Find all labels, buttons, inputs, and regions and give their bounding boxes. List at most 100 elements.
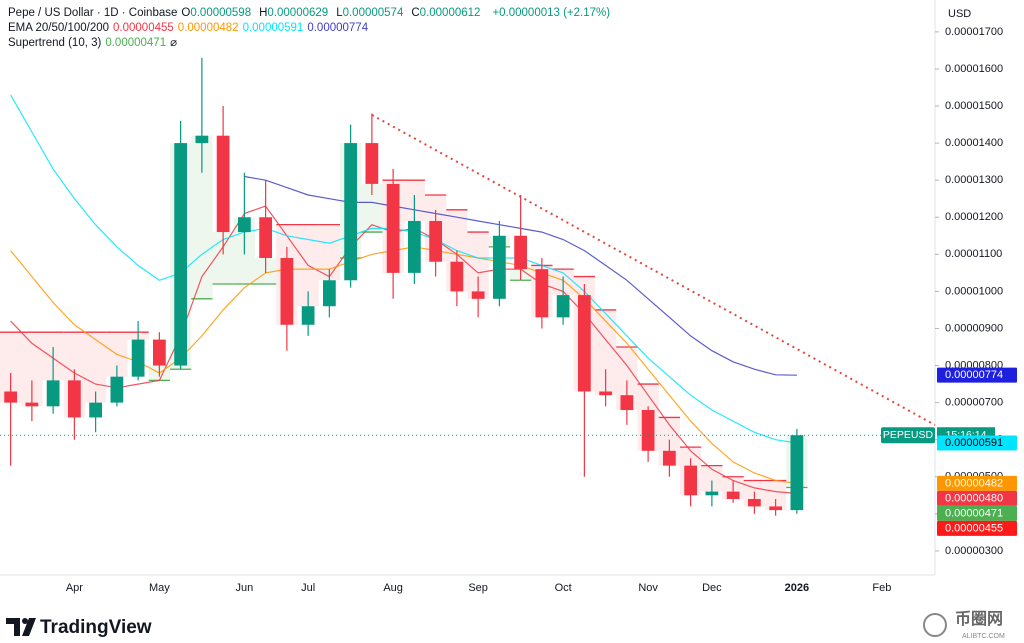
ema-value: 0.00000482 [177, 22, 239, 34]
supertrend-fill [361, 183, 383, 233]
y-tick-label: 0.00001300 [945, 174, 1003, 186]
supertrend-fill [318, 224, 340, 281]
x-tick-label: 2026 [785, 582, 809, 594]
supertrend-fill [191, 135, 213, 299]
ema-value: 0.00000455 [113, 22, 174, 34]
candle-body [493, 235, 506, 299]
y-tick-label: 0.00001600 [945, 63, 1003, 75]
plot [0, 57, 935, 516]
candle-body [89, 402, 102, 418]
ohlc-item: O0.00000598 [181, 7, 255, 19]
axis-unit: USD [948, 8, 971, 20]
x-tick-label: May [149, 582, 170, 594]
candle-body [344, 143, 357, 281]
price-tag-bg [937, 435, 1017, 451]
x-tick-label: Sep [468, 582, 488, 594]
y-tick-label: 0.00001100 [945, 248, 1002, 260]
supertrend-fill [212, 232, 234, 284]
candle-body [153, 339, 166, 366]
ohlc-key: H [259, 7, 268, 19]
candle-body [195, 135, 209, 144]
candle-body [450, 261, 464, 292]
price-tag: 0.00000455 [945, 522, 1003, 534]
ohlc-key: L [336, 7, 343, 19]
x-tick-label: Nov [638, 582, 658, 594]
candle-body [705, 491, 719, 496]
ema-line [10, 94, 797, 444]
price-line-symbol-bg [881, 427, 935, 444]
supertrend-icon: ⌀ [170, 37, 178, 49]
price-tag: 0.00000591 [945, 437, 1003, 449]
x-tick-label: Apr [66, 582, 83, 594]
price-tag-bg [937, 490, 1017, 506]
supertrend-fill [467, 232, 489, 299]
candle-body [386, 183, 400, 273]
candle-body [323, 280, 336, 307]
candle-body [68, 380, 81, 418]
price-tag: 0.00000482 [945, 477, 1003, 489]
ohlc-value: 0.00000612 [419, 7, 481, 19]
legend-row: EMA 20/50/100/200 0.00000455 0.00000482 0.0… [8, 21, 614, 36]
ohlc: O0.00000598 H0.00000629 L0.00000574 C0.0000… [181, 7, 488, 19]
y-tick-label: 0.00000700 [945, 397, 1003, 409]
candle-body [25, 402, 39, 407]
candle-body [365, 143, 379, 184]
candle-body [429, 220, 442, 262]
y-tick-label: 0.00001200 [945, 211, 1003, 223]
ema-label: EMA 20/50/100/200 [8, 22, 110, 34]
candle-body [769, 506, 782, 511]
legend: Pepe / US Dollar · 1D · Coinbase O0.00000… [8, 6, 614, 51]
supertrend-label: Supertrend (10, 3) [8, 37, 102, 49]
logo-text: TradingView [40, 617, 152, 638]
candle-body [556, 295, 570, 318]
y-tick-label: 0.00001400 [945, 137, 1003, 149]
price-tag-bg [937, 520, 1017, 536]
candle-body [471, 291, 485, 299]
candle-body [599, 391, 612, 396]
candle-body [110, 376, 124, 403]
x-tick-label: Feb [872, 582, 891, 594]
candle-body [259, 217, 272, 259]
candle-body [131, 339, 145, 377]
ema-value: 0.00000774 [307, 22, 369, 34]
candle-body [663, 450, 676, 466]
supertrend-fill [616, 347, 638, 411]
price-tag-bg [937, 505, 1017, 521]
ohlc-item: C0.00000612 [411, 7, 484, 19]
candle-body [301, 306, 315, 325]
x-tick-label: Aug [383, 582, 403, 594]
price-tag: 0.00000480 [945, 492, 1003, 504]
candle-body [790, 435, 804, 511]
candle-body [4, 391, 17, 403]
legend-row: Pepe / US Dollar · 1D · Coinbase O0.00000… [8, 6, 614, 21]
y-tick-label: 0.00001000 [945, 285, 1003, 297]
ohlc-key: C [411, 7, 420, 19]
x-tick-label: Jun [236, 582, 254, 594]
y-tick-label: 0.00001500 [945, 100, 1003, 112]
price-tag-bg [937, 475, 1017, 491]
candle-body [620, 395, 634, 411]
candle-body [641, 410, 655, 451]
ema-values: 0.00000455 0.00000482 0.00000591 0.00000774 [113, 22, 372, 34]
watermark-sub: ALIBTC.COM [962, 633, 1005, 640]
change: +0.00000013 (+2.17%) [492, 7, 611, 19]
symbol: Pepe / US Dollar · 1D · Coinbase [8, 7, 178, 19]
candle-body [46, 380, 60, 407]
supertrend-value: 0.00000471 [105, 37, 167, 49]
candle-body [726, 491, 740, 500]
x-tick-label: Jul [301, 582, 315, 594]
candle-body [514, 235, 527, 270]
watermark-icon [923, 613, 947, 637]
logo-icon [6, 618, 36, 636]
ohlc-item: L0.00000574 [336, 7, 407, 19]
y-tick-label: 0.00000300 [945, 545, 1003, 557]
candle-body [174, 143, 187, 366]
legend-row: Supertrend (10, 3) 0.00000471 ⌀ [8, 36, 614, 51]
trend-line [371, 114, 936, 426]
y-tick-label: 0.00000900 [945, 322, 1003, 334]
candle-body [238, 217, 251, 233]
price-line-symbol: PEPEUSD [883, 429, 934, 441]
ohlc-value: 0.00000598 [190, 7, 252, 19]
